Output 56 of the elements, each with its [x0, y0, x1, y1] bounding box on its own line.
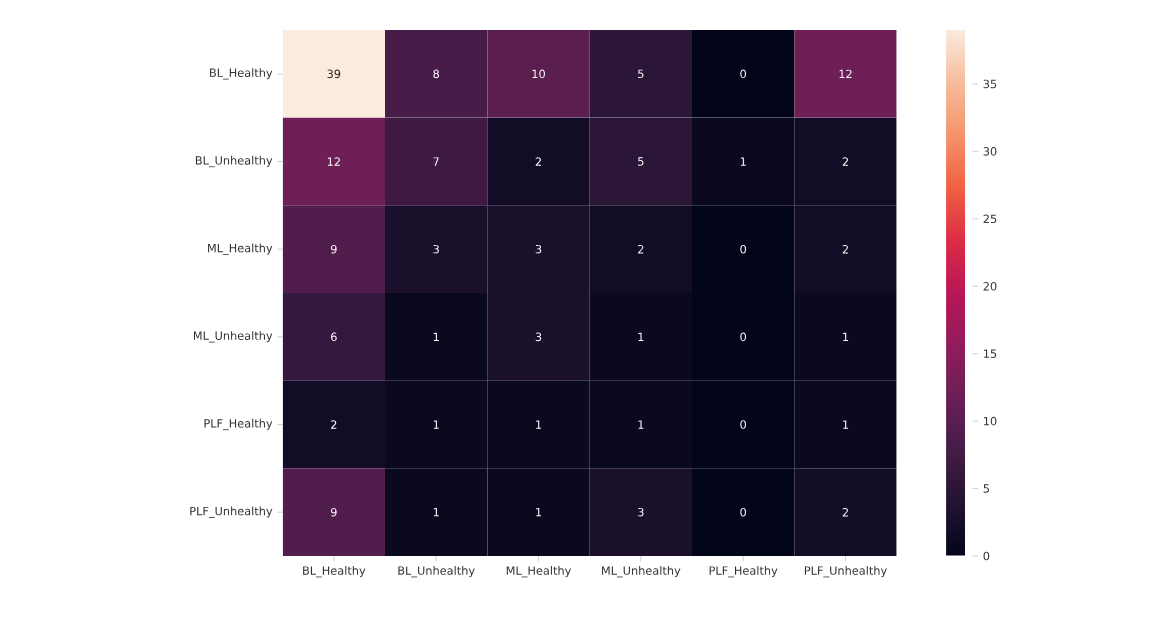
data-label: 39	[327, 69, 341, 79]
data-label: 0	[740, 507, 747, 517]
data-label: 5	[638, 69, 644, 79]
data-label: 3	[638, 507, 644, 517]
data-label: 3	[535, 244, 542, 254]
data-label: 1	[433, 508, 439, 517]
data-label: 2	[535, 157, 541, 166]
data-label: 2	[331, 420, 337, 429]
data-label: 7	[433, 157, 439, 166]
x-tick-label: ML_Unhealthy	[602, 566, 681, 578]
data-label: 10	[532, 69, 545, 79]
data-label: 2	[638, 244, 644, 254]
data-label: 2	[842, 157, 848, 166]
x-tick-label: PLF_Unhealthy	[804, 566, 887, 578]
data-label: 1	[536, 420, 542, 429]
data-label: 1	[843, 420, 849, 429]
color-bar-label: 5	[983, 484, 989, 493]
y-tick-label: PLF_Unhealthy	[190, 506, 273, 518]
data-label: 1	[433, 420, 439, 429]
data-label: 3	[535, 332, 542, 342]
y-tick-label: ML_Healthy	[208, 243, 273, 255]
data-label: 0	[740, 332, 747, 342]
x-tick-label: PLF_Healthy	[709, 566, 778, 578]
data-label: 8	[433, 69, 440, 79]
color-bar-label: 25	[983, 214, 997, 224]
data-label: 1	[638, 420, 644, 429]
data-label: 0	[740, 69, 747, 79]
data-label: 2	[842, 244, 848, 254]
data-label: 5	[638, 157, 644, 166]
x-tick-label: BL_Healthy	[303, 566, 366, 578]
color-bar-label: 0	[983, 551, 990, 561]
y-tick-label: PLF_Healthy	[204, 418, 273, 431]
data-label: 0	[740, 244, 747, 254]
color-bar-label: 30	[983, 147, 997, 156]
data-label: 0	[740, 420, 747, 429]
x-tick-label: BL_Unhealthy	[398, 566, 475, 578]
data-label: 12	[327, 157, 340, 166]
y-tick-label: ML_Unhealthy	[193, 331, 273, 343]
data-label: 1	[433, 332, 439, 341]
color-bar-label: 20	[983, 281, 997, 291]
x-tick-label: ML_Healthy	[506, 566, 572, 578]
color-bar-label: 15	[984, 349, 997, 358]
data-label: 1	[638, 332, 644, 341]
data-label: 1	[536, 508, 542, 517]
data-label: 9	[330, 507, 337, 517]
data-label: 1	[843, 332, 849, 341]
data-label: 9	[330, 244, 337, 254]
color-bar-label: 10	[984, 416, 997, 426]
data-label: 6	[331, 332, 337, 342]
y-tick-label: BL_Healthy	[210, 68, 273, 80]
color-bar-label: 35	[983, 79, 997, 89]
data-label: 1	[740, 157, 746, 166]
data-label: 12	[839, 69, 852, 79]
y-tick-label: BL_Unhealthy	[195, 155, 273, 168]
data-label: 2	[842, 507, 848, 517]
data-label: 3	[433, 244, 439, 254]
